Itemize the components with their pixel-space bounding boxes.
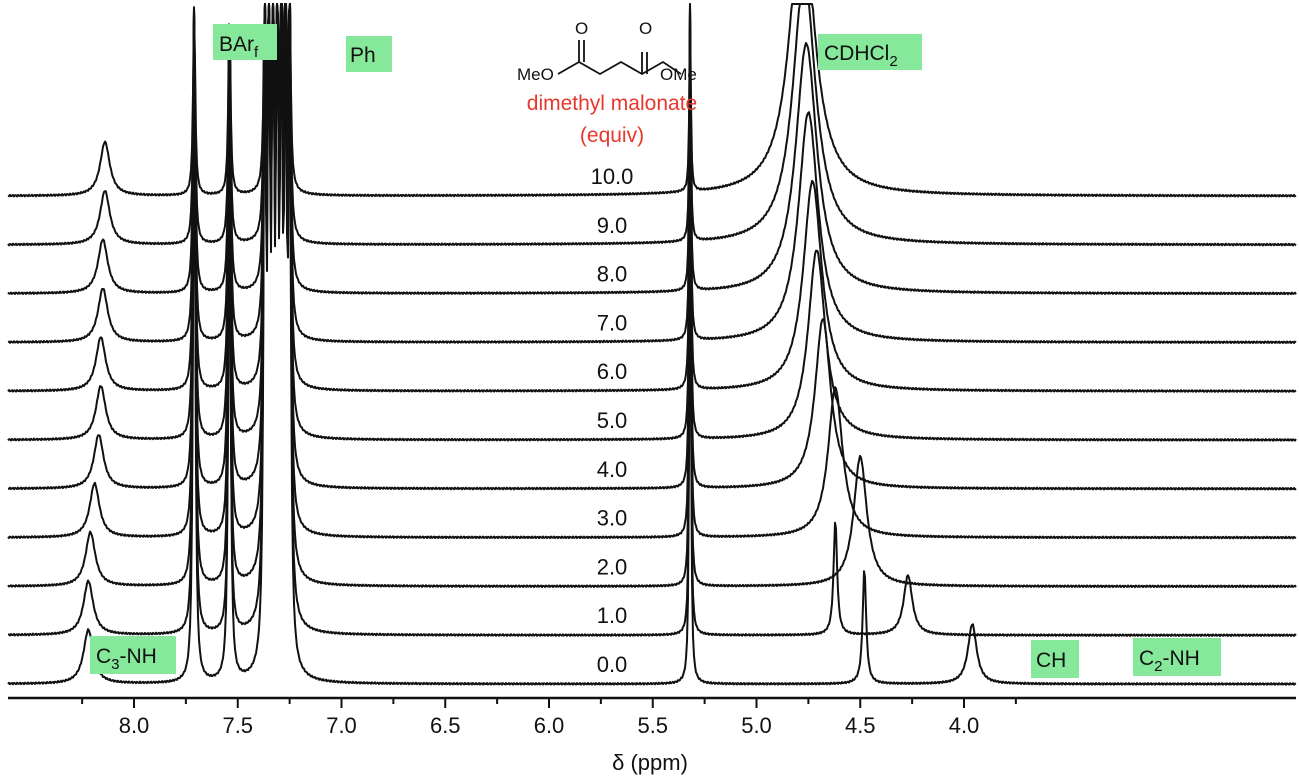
- tag-c2-sub: 2: [1154, 658, 1162, 675]
- spectrum-trace-3.0: [7, 3, 1297, 540]
- structure-ome-label: OMe: [660, 65, 697, 84]
- spectrum-trace-0.0: [7, 3, 1297, 686]
- equiv-label-5.0: 5.0: [597, 408, 628, 433]
- svg-text:C2-NH: C2-NH: [1139, 647, 1200, 675]
- tag-cdhcl2-sub: 2: [889, 53, 897, 70]
- structure-meo-label: MeO: [517, 65, 554, 84]
- equiv-label-1.0: 1.0: [597, 603, 628, 628]
- spectrum-trace-6.0: [7, 3, 1297, 393]
- spectra-traces: [7, 3, 1297, 686]
- tag-c3-pre: C: [96, 645, 111, 668]
- svg-text:BArf: BArf: [219, 33, 259, 61]
- compound-name: dimethyl malonate: [527, 92, 697, 115]
- compound-unit: (equiv): [580, 124, 644, 147]
- spectrum-trace-1.0: [7, 3, 1297, 637]
- x-tick-label: 7.0: [326, 713, 357, 738]
- x-axis-ticks: 8.0 7.5 7.0 6.5 6.0 5.5 5.0 4.5 4.0: [81, 698, 1017, 738]
- equiv-label-9.0: 9.0: [597, 213, 628, 238]
- tag-ch: CH: [1031, 640, 1079, 678]
- tag-cdhcl2: CDHCl2: [818, 34, 922, 70]
- svg-text:C3-NH: C3-NH: [96, 645, 157, 673]
- equiv-label-2.0: 2.0: [597, 554, 628, 579]
- equiv-label-10.0: 10.0: [591, 164, 634, 189]
- x-axis-label: δ (ppm): [612, 750, 688, 775]
- spectrum-trace-4.0: [8, 3, 1297, 491]
- equiv-label-0.0: 0.0: [597, 652, 628, 677]
- equiv-label-8.0: 8.0: [597, 262, 628, 287]
- dimethyl-malonate-structure: MeO O O OMe: [517, 19, 697, 84]
- tag-c2-post: -NH: [1163, 647, 1200, 670]
- spectrum-trace-5.0: [7, 3, 1297, 442]
- spectrum-trace-8.0: [7, 3, 1297, 296]
- tag-bar-f-sub: f: [254, 44, 259, 61]
- spectrum-trace-2.0: [7, 3, 1297, 589]
- x-tick-label: 7.5: [222, 713, 253, 738]
- x-tick-label: 5.0: [741, 713, 772, 738]
- tag-ph-text: Ph: [350, 44, 376, 67]
- structure-o-right: O: [639, 19, 652, 38]
- x-tick-label: 6.0: [534, 713, 565, 738]
- equiv-labels: 0.0 1.0 2.0 3.0 4.0 5.0 6.0 7.0 8.0 9.0 10.0: [591, 164, 634, 677]
- tag-c3-nh: C3-NH: [90, 636, 176, 674]
- equiv-label-3.0: 3.0: [597, 506, 628, 531]
- svg-text:CDHCl2: CDHCl2: [824, 42, 898, 70]
- spectrum-trace-10.0: [7, 3, 1297, 198]
- x-axis: 8.0 7.5 7.0 6.5 6.0 5.5 5.0 4.5 4.0 δ (ppm): [8, 696, 1296, 775]
- tag-cdhcl2-main: CDHCl: [824, 42, 889, 65]
- tag-bar-f-main: BAr: [219, 33, 254, 56]
- tag-bar-f: BArf: [213, 24, 277, 61]
- x-tick-label: 4.0: [949, 713, 980, 738]
- tag-ch-text: CH: [1036, 649, 1066, 672]
- tag-c2-pre: C: [1139, 647, 1154, 670]
- x-tick-label: 4.5: [845, 713, 876, 738]
- spectrum-trace-7.0: [7, 3, 1297, 344]
- tag-ph: Ph: [346, 36, 392, 72]
- tag-c2-nh: C2-NH: [1133, 638, 1221, 676]
- equiv-label-7.0: 7.0: [597, 310, 628, 335]
- spectrum-trace-9.0: [7, 3, 1297, 247]
- equiv-label-4.0: 4.0: [597, 457, 628, 482]
- tag-c3-sub: 3: [111, 656, 119, 673]
- structure-o-left: O: [575, 19, 588, 38]
- x-tick-label: 5.5: [637, 713, 668, 738]
- equiv-label-6.0: 6.0: [597, 359, 628, 384]
- x-tick-label: 6.5: [430, 713, 461, 738]
- tag-c3-post: -NH: [120, 645, 157, 668]
- x-tick-label: 8.0: [119, 713, 150, 738]
